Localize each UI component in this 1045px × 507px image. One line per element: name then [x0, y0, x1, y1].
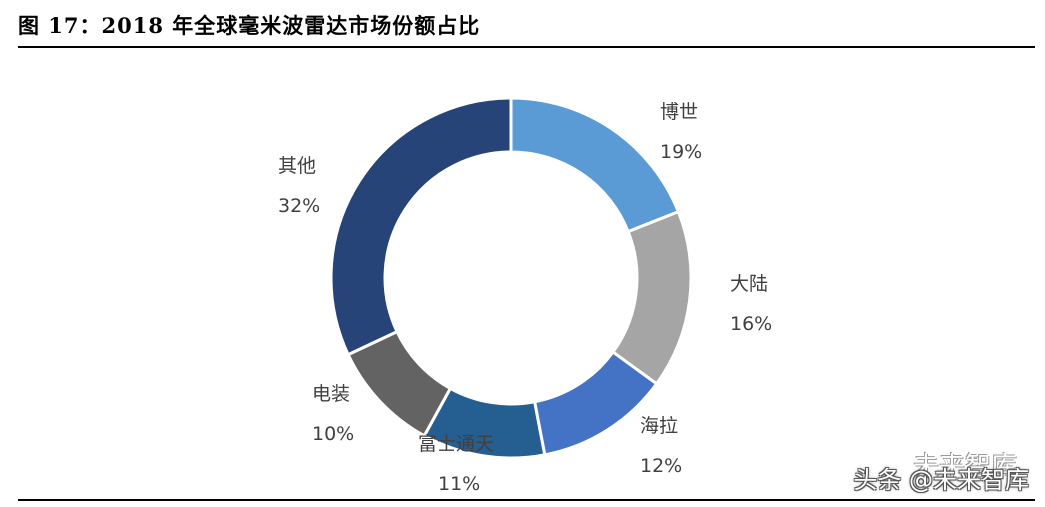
watermark-text: 头条 @未来智库	[853, 466, 1029, 494]
slice-label-3: 富士通天	[418, 433, 494, 455]
slice-label-1: 大陆	[730, 273, 768, 295]
slice-1	[610, 209, 693, 386]
slice-value-4: 10%	[312, 423, 354, 445]
slice-5	[329, 96, 513, 357]
slice-value-0: 19%	[660, 141, 702, 163]
slice-label-2: 海拉	[640, 415, 678, 437]
title-bar: 图 17：2018 年全球毫米波雷达市场份额占比	[18, 8, 1035, 48]
slice-label-5: 其他	[278, 155, 316, 177]
watermark-logo: 未来智库	[912, 452, 1017, 482]
bottom-rule	[18, 499, 1035, 501]
slice-value-5: 32%	[278, 195, 320, 217]
slice-label-4: 电装	[312, 383, 350, 405]
watermark: 头条 @未来智库	[853, 460, 1029, 495]
slice-0	[509, 96, 681, 234]
slice-label-0: 博世	[660, 101, 698, 123]
slice-value-2: 12%	[640, 455, 682, 477]
figure-title: 图 17：2018 年全球毫米波雷达市场份额占比	[18, 13, 481, 38]
slice-value-3: 11%	[438, 473, 480, 495]
slice-value-1: 16%	[730, 313, 772, 335]
